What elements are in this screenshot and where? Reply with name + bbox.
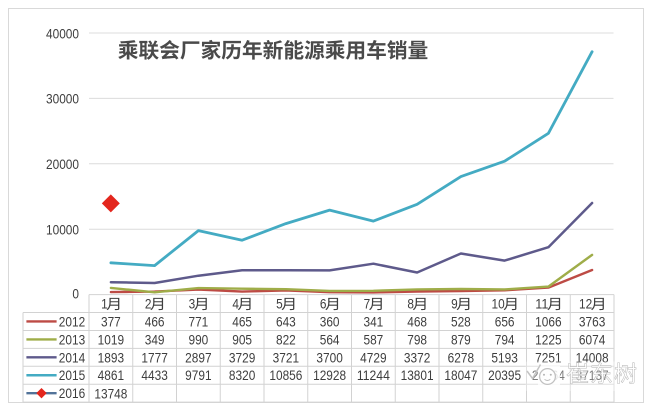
svg-text:3721: 3721 bbox=[273, 350, 299, 365]
svg-text:1893: 1893 bbox=[98, 350, 125, 365]
svg-text:9: 9 bbox=[451, 297, 458, 312]
svg-text:13748: 13748 bbox=[94, 387, 127, 402]
svg-text:40000: 40000 bbox=[46, 26, 79, 41]
svg-text:587: 587 bbox=[363, 332, 383, 347]
svg-text:905: 905 bbox=[232, 332, 252, 347]
svg-text:2012: 2012 bbox=[59, 314, 85, 329]
svg-text:5: 5 bbox=[276, 297, 283, 312]
svg-text:6074: 6074 bbox=[579, 332, 606, 347]
svg-text:4433: 4433 bbox=[141, 368, 168, 383]
svg-text:0: 0 bbox=[72, 286, 79, 301]
svg-text:990: 990 bbox=[188, 332, 208, 347]
svg-text:12928: 12928 bbox=[313, 368, 346, 383]
svg-text:3763: 3763 bbox=[579, 314, 606, 329]
svg-text:822: 822 bbox=[276, 332, 296, 347]
svg-text:12: 12 bbox=[579, 297, 592, 312]
svg-text:10: 10 bbox=[492, 297, 505, 312]
svg-text:4729: 4729 bbox=[360, 350, 387, 365]
svg-text:2: 2 bbox=[145, 297, 152, 312]
svg-text:4: 4 bbox=[232, 297, 239, 312]
svg-text:2013: 2013 bbox=[59, 332, 86, 347]
svg-text:3: 3 bbox=[189, 297, 196, 312]
svg-text:564: 564 bbox=[320, 332, 340, 347]
svg-text:14008: 14008 bbox=[576, 350, 609, 365]
svg-text:794: 794 bbox=[495, 332, 515, 347]
svg-text:13801: 13801 bbox=[401, 368, 434, 383]
svg-text:2016: 2016 bbox=[59, 386, 86, 401]
svg-text:20000: 20000 bbox=[46, 157, 79, 172]
svg-text:3729: 3729 bbox=[229, 350, 256, 365]
svg-text:643: 643 bbox=[276, 314, 296, 329]
svg-text:879: 879 bbox=[451, 332, 471, 347]
svg-text:465: 465 bbox=[232, 314, 252, 329]
svg-text:349: 349 bbox=[145, 332, 165, 347]
svg-text:1225: 1225 bbox=[535, 332, 562, 347]
svg-text:2015: 2015 bbox=[59, 368, 86, 383]
svg-text:656: 656 bbox=[495, 314, 515, 329]
svg-text:18047: 18047 bbox=[444, 368, 477, 383]
svg-text:8: 8 bbox=[407, 297, 414, 312]
svg-text:6: 6 bbox=[320, 297, 327, 312]
svg-text:3372: 3372 bbox=[404, 350, 430, 365]
svg-text:10856: 10856 bbox=[269, 368, 302, 383]
svg-text:11: 11 bbox=[535, 297, 548, 312]
svg-text:20395: 20395 bbox=[488, 368, 521, 383]
svg-text:7: 7 bbox=[364, 297, 371, 312]
svg-text:468: 468 bbox=[407, 314, 427, 329]
svg-text:11244: 11244 bbox=[357, 368, 390, 383]
svg-text:5193: 5193 bbox=[491, 350, 518, 365]
svg-text:1019: 1019 bbox=[98, 332, 125, 347]
svg-text:3700: 3700 bbox=[316, 350, 343, 365]
svg-text:1: 1 bbox=[101, 297, 108, 312]
svg-text:377: 377 bbox=[101, 314, 121, 329]
svg-text:528: 528 bbox=[451, 314, 471, 329]
svg-text:341: 341 bbox=[363, 314, 383, 329]
svg-text:466: 466 bbox=[145, 314, 165, 329]
svg-text:10000: 10000 bbox=[46, 222, 79, 237]
svg-text:30000: 30000 bbox=[46, 92, 79, 107]
svg-text:1777: 1777 bbox=[141, 350, 167, 365]
svg-text:7251: 7251 bbox=[535, 350, 561, 365]
svg-text:771: 771 bbox=[188, 314, 208, 329]
svg-text:4861: 4861 bbox=[98, 368, 124, 383]
svg-text:6278: 6278 bbox=[448, 350, 475, 365]
svg-text:1066: 1066 bbox=[535, 314, 562, 329]
svg-text:8320: 8320 bbox=[229, 368, 256, 383]
svg-text:2014: 2014 bbox=[59, 350, 86, 365]
svg-text:9791: 9791 bbox=[185, 368, 211, 383]
svg-text:798: 798 bbox=[407, 332, 427, 347]
svg-text:2897: 2897 bbox=[185, 350, 211, 365]
svg-text:360: 360 bbox=[320, 314, 340, 329]
